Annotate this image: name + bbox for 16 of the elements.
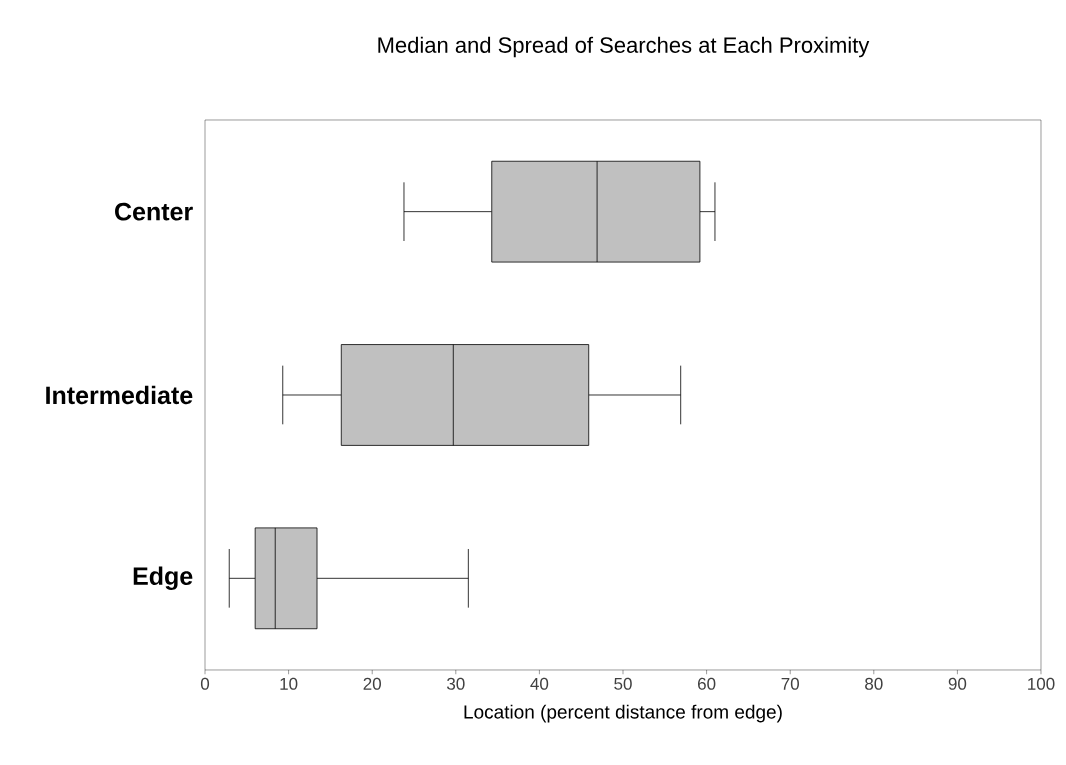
x-tick-label: 30 <box>446 677 465 690</box>
y-tick-label: Intermediate <box>46 385 193 405</box>
chart-title: Median and Spread of Searches at Each Proximity <box>378 36 870 58</box>
x-tick-label: 100 <box>1028 677 1055 690</box>
x-tick-label: 70 <box>781 677 799 690</box>
x-tick-label: 60 <box>698 677 716 690</box>
x-tick-label: 10 <box>280 677 298 690</box>
x-tick-label: 40 <box>530 677 549 690</box>
y-tick-label: Center <box>115 202 193 221</box>
y-tick-label: Edge <box>133 566 193 591</box>
x-tick-label: 80 <box>865 677 883 690</box>
x-axis-title: Location (percent distance from edge) <box>464 704 782 723</box>
x-tick-label: 50 <box>614 677 632 690</box>
x-tick-label: 20 <box>363 677 381 690</box>
x-tick-label: 90 <box>948 677 967 690</box>
x-tick-label: 0 <box>200 677 210 690</box>
